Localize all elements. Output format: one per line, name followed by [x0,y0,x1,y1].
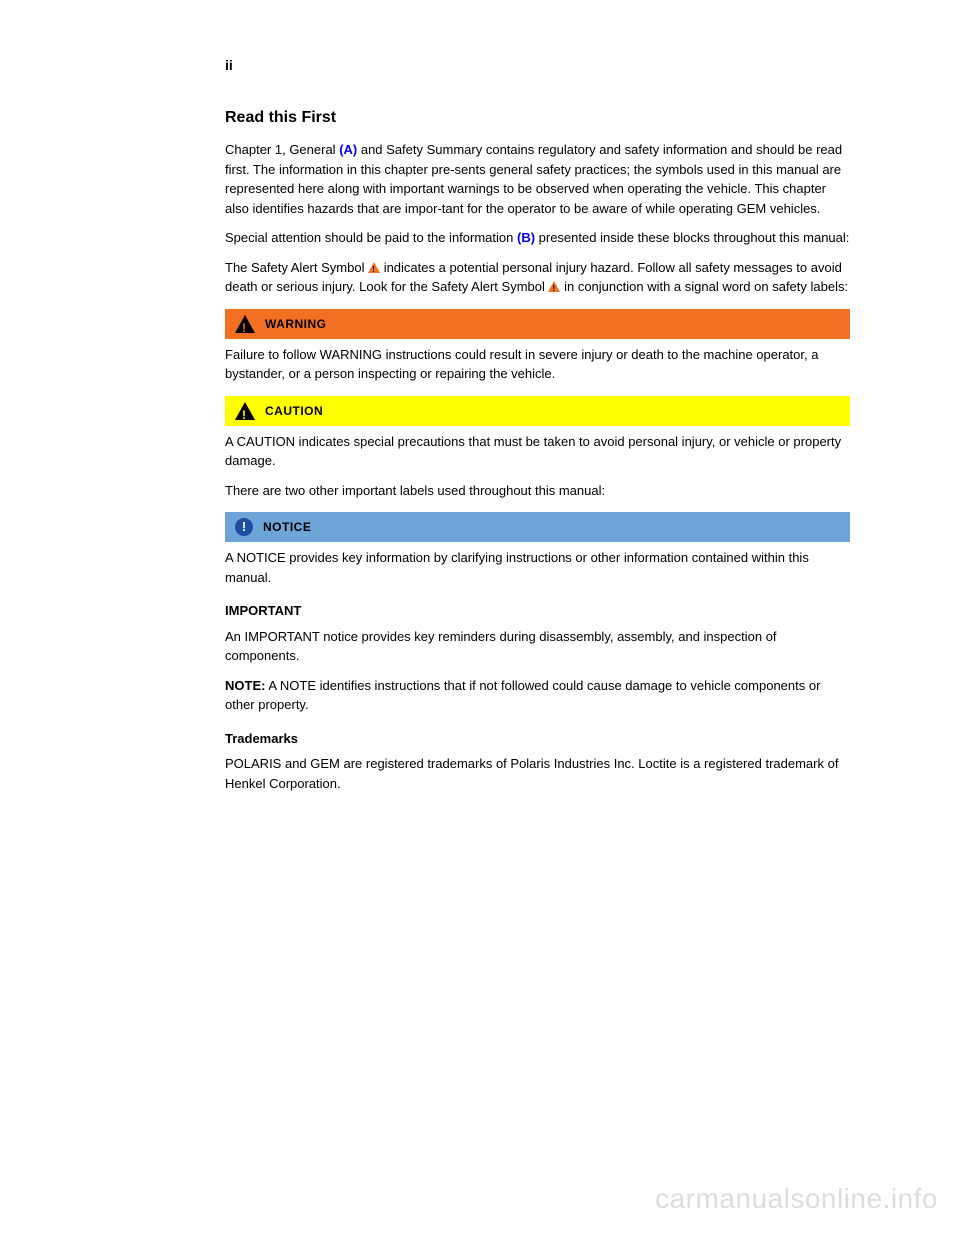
caution-label: CAUTION [265,402,323,420]
note-body: A NOTE identifies instructions that if n… [225,678,820,713]
text: The Safety Alert Symbol [225,260,368,275]
caution-preface: There are two other important labels use… [225,481,850,501]
warning-body: Failure to follow WARNING instructions c… [225,345,850,384]
text: in conjunction with a signal word on saf… [560,279,848,294]
caution-triangle-icon [235,402,255,420]
section-title: Read this First [225,106,850,130]
page-number: ii [225,55,850,76]
intro-paragraph-2: Special attention should be paid to the … [225,228,850,248]
text: presented inside these blocks throughout… [535,230,849,245]
intro-paragraph-1: Chapter 1, General (A) and Safety Summar… [225,140,850,218]
note-title: NOTE: [225,678,265,693]
important-title: IMPORTANT [225,601,850,621]
trademarks-body: POLARIS and GEM are registered trademark… [225,754,850,793]
watermark: carmanualsonline.info [655,1178,938,1220]
warning-triangle-icon [235,315,255,333]
caution-body: A CAUTION indicates special precautions … [225,432,850,471]
text: Chapter 1, General [225,142,339,157]
notice-label: NOTICE [263,518,311,536]
chapter-link-b[interactable]: (B) [517,230,535,245]
caution-bar: CAUTION [225,396,850,426]
text: Special attention should be paid to the … [225,230,517,245]
page-content: ii Read this First Chapter 1, General (A… [0,0,960,793]
notice-body: A NOTICE provides key information by cla… [225,548,850,587]
chapter-link-a[interactable]: (A) [339,142,357,157]
warning-label: WARNING [265,315,327,333]
notice-circle-icon: ! [235,518,253,536]
note-paragraph: NOTE: A NOTE identifies instructions tha… [225,676,850,715]
alert-triangle-icon [548,281,560,292]
alert-triangle-icon [368,262,380,273]
warning-bar: WARNING [225,309,850,339]
notice-bar: ! NOTICE [225,512,850,542]
important-body: An IMPORTANT notice provides key reminde… [225,627,850,666]
safety-alert-intro: The Safety Alert Symbol indicates a pote… [225,258,850,297]
trademarks-title: Trademarks [225,729,850,749]
